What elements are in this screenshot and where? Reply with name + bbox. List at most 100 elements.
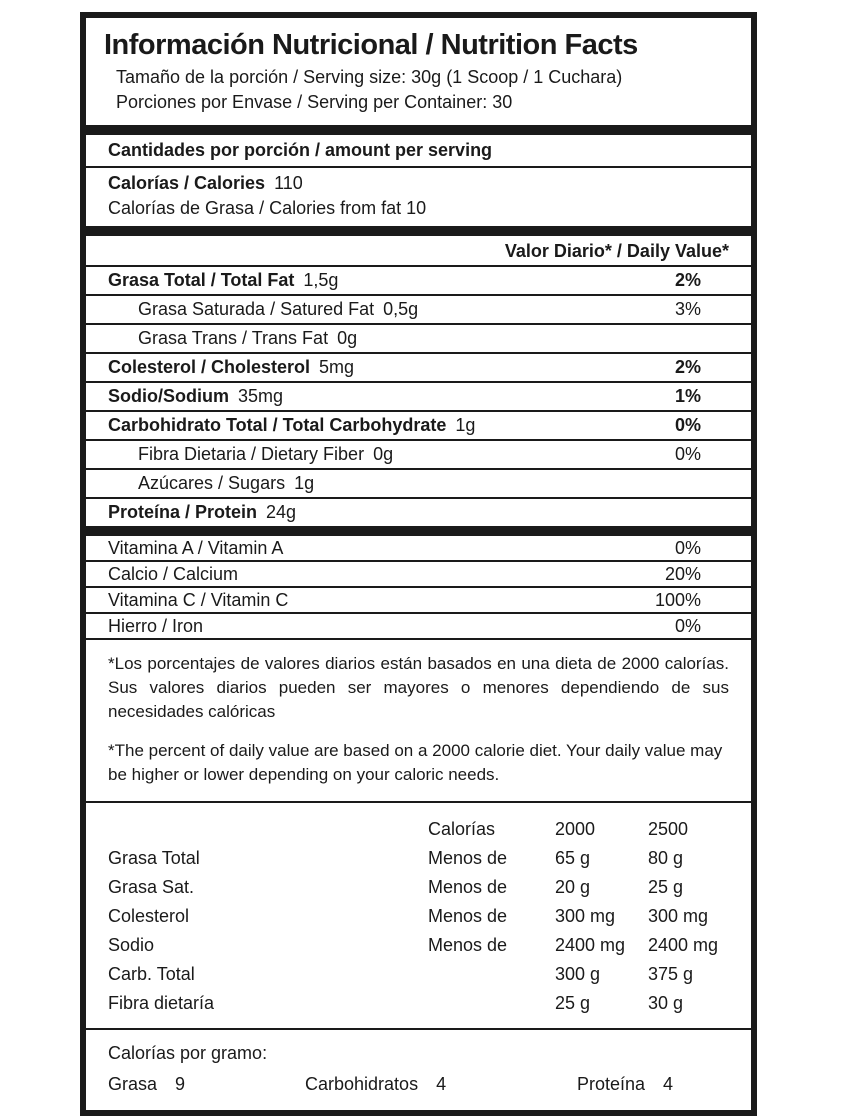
reference-cell: Sodio bbox=[108, 935, 155, 955]
reference-header-cell bbox=[108, 815, 428, 844]
nutrition-facts-label: Información Nutricional / Nutrition Fact… bbox=[80, 12, 757, 1116]
nutrient-row-cholesterol: Colesterol / Cholesterol 5mg 2% bbox=[86, 354, 751, 383]
calories-per-gram: Calorías por gramo: Grasa 9 Carbohidratos… bbox=[86, 1030, 751, 1110]
reference-cell: Grasa Total bbox=[108, 848, 200, 868]
nutrient-row-total-fat: Grasa Total / Total Fat 1,5g 2% bbox=[86, 267, 751, 296]
footnotes: *Los porcentajes de valores diarios está… bbox=[86, 640, 751, 803]
reference-cell: 30 g bbox=[648, 993, 684, 1013]
cpg-value: 4 bbox=[663, 1074, 674, 1094]
calories-row: Calorías / Calories 110 bbox=[108, 171, 729, 196]
footnote-spanish: *Los porcentajes de valores diarios está… bbox=[108, 654, 729, 721]
vitamin-row-calcium: Calcio / Calcium 20% bbox=[86, 562, 751, 588]
nutrient-amount: 24g bbox=[266, 502, 297, 522]
vitamin-label: Vitamina C / Vitamin C bbox=[108, 590, 289, 610]
vitamin-label: Vitamina A / Vitamin A bbox=[108, 538, 284, 558]
reference-header-cell: 2000 bbox=[555, 819, 596, 839]
amount-per-serving-row: Cantidades por porción / amount per serv… bbox=[86, 135, 751, 168]
reference-cell: Menos de bbox=[428, 877, 508, 897]
amount-per-serving-label: Cantidades por porción / amount per serv… bbox=[108, 140, 493, 160]
nutrient-amount: 1g bbox=[455, 415, 476, 435]
reference-cell: 2400 mg bbox=[555, 935, 626, 955]
nutrient-row-dietary-fiber: Fibra Dietaria / Dietary Fiber 0g 0% bbox=[86, 441, 751, 470]
nutrient-daily-value: 3% bbox=[674, 299, 701, 319]
vitamin-row-iron: Hierro / Iron 0% bbox=[86, 614, 751, 640]
vitamin-daily-value: 20% bbox=[664, 564, 701, 584]
reference-cell: Menos de bbox=[428, 935, 508, 955]
reference-cell: 300 mg bbox=[648, 906, 709, 926]
reference-cell: 25 g bbox=[648, 877, 684, 897]
calories-per-gram-title: Calorías por gramo: bbox=[108, 1043, 268, 1063]
vitamin-row-vitamin-c: Vitamina C / Vitamin C 100% bbox=[86, 588, 751, 614]
reference-cell: Fibra dietaría bbox=[108, 993, 215, 1013]
label-header: Información Nutricional / Nutrition Fact… bbox=[86, 18, 751, 125]
reference-cell: 80 g bbox=[648, 848, 684, 868]
cpg-value: 4 bbox=[436, 1074, 447, 1094]
nutrient-row-total-carbohydrate: Carbohidrato Total / Total Carbohydrate 1… bbox=[86, 412, 751, 441]
nutrient-row-saturated-fat: Grasa Saturada / Satured Fat 0,5g 3% bbox=[86, 296, 751, 325]
nutrient-amount: 35mg bbox=[238, 386, 284, 406]
reference-cell: 65 g bbox=[555, 848, 591, 868]
reference-row-total-carb: Carb. Total 300 g 375 g bbox=[108, 960, 729, 989]
calories-from-fat-row: Calorías de Grasa / Calories from fat 10 bbox=[108, 198, 427, 218]
cpg-item-fat: Grasa 9 bbox=[108, 1072, 305, 1096]
nutrient-row-sodium: Sodio/Sodium 35mg 1% bbox=[86, 383, 751, 412]
cpg-value: 9 bbox=[175, 1074, 186, 1094]
cpg-label: Proteína bbox=[577, 1074, 646, 1094]
reference-cell bbox=[428, 960, 555, 989]
reference-row-cholesterol: Colesterol Menos de 300 mg 300 mg bbox=[108, 902, 729, 931]
reference-cell: 300 mg bbox=[555, 906, 616, 926]
cpg-item-carbs: Carbohidratos 4 bbox=[305, 1072, 577, 1096]
reference-cell: Colesterol bbox=[108, 906, 190, 926]
nutrient-label: Grasa Total / Total Fat bbox=[108, 270, 295, 290]
reference-cell: Carb. Total bbox=[108, 964, 195, 984]
calories-label: Calorías / Calories bbox=[108, 173, 266, 193]
nutrient-amount: 0,5g bbox=[383, 299, 419, 319]
footnote-english: *The percent of daily value are based on… bbox=[108, 741, 723, 784]
nutrient-amount: 1,5g bbox=[303, 270, 339, 290]
nutrient-daily-value: 0% bbox=[674, 415, 701, 435]
vitamin-label: Hierro / Iron bbox=[108, 616, 204, 636]
nutrient-daily-value: 2% bbox=[674, 357, 701, 377]
reference-cell: Menos de bbox=[428, 848, 508, 868]
nutrient-label: Proteína / Protein bbox=[108, 502, 258, 522]
nutrient-label: Colesterol / Cholesterol bbox=[108, 357, 311, 377]
nutrient-daily-value: 0% bbox=[674, 444, 701, 464]
vitamin-daily-value: 0% bbox=[674, 538, 701, 558]
nutrient-label: Fibra Dietaria / Dietary Fiber bbox=[138, 444, 365, 464]
cpg-item-protein: Proteína 4 bbox=[577, 1072, 729, 1096]
cpg-label: Grasa bbox=[108, 1074, 158, 1094]
reference-header-cell: Calorías bbox=[428, 819, 496, 839]
label-title: Información Nutricional / Nutrition Fact… bbox=[104, 29, 638, 61]
thick-divider bbox=[86, 226, 751, 236]
nutrient-label: Carbohidrato Total / Total Carbohydrate bbox=[108, 415, 447, 435]
calories-per-gram-items: Grasa 9 Carbohidratos 4 Proteína 4 bbox=[108, 1072, 729, 1096]
reference-cell: 20 g bbox=[555, 877, 591, 897]
nutrient-amount: 1g bbox=[294, 473, 315, 493]
nutrient-label: Sodio/Sodium bbox=[108, 386, 229, 406]
reference-header-row: Calorías 2000 2500 bbox=[108, 815, 729, 844]
nutrient-amount: 5mg bbox=[319, 357, 355, 377]
reference-header-cell: 2500 bbox=[648, 819, 689, 839]
daily-reference-table: Calorías 2000 2500 Grasa Total Menos de … bbox=[86, 803, 751, 1030]
daily-value-header: Valor Diario* / Daily Value* bbox=[504, 241, 729, 261]
reference-cell: 25 g bbox=[555, 993, 591, 1013]
vitamin-label: Calcio / Calcium bbox=[108, 564, 239, 584]
calories-block: Calorías / Calories 110 Calorías de Grasa… bbox=[86, 168, 751, 226]
daily-value-header-row: Valor Diario* / Daily Value* bbox=[86, 236, 751, 267]
thick-divider bbox=[86, 526, 751, 536]
nutrient-row-protein: Proteína / Protein 24g bbox=[86, 499, 751, 526]
serving-size: Tamaño de la porción / Serving size: 30g… bbox=[116, 67, 623, 87]
nutrient-daily-value: 2% bbox=[674, 270, 701, 290]
nutrient-row-sugars: Azúcares / Sugars 1g bbox=[86, 470, 751, 499]
thick-divider bbox=[86, 125, 751, 135]
reference-cell: Grasa Sat. bbox=[108, 877, 195, 897]
calories-value: 110 bbox=[274, 173, 303, 193]
reference-cell: 2400 mg bbox=[648, 935, 719, 955]
nutrient-row-trans-fat: Grasa Trans / Trans Fat 0g bbox=[86, 325, 751, 354]
nutrient-label: Azúcares / Sugars bbox=[138, 473, 286, 493]
vitamin-row-vitamin-a: Vitamina A / Vitamin A 0% bbox=[86, 536, 751, 562]
nutrient-amount: 0g bbox=[373, 444, 394, 464]
nutrient-daily-value: 1% bbox=[674, 386, 701, 406]
reference-cell: Menos de bbox=[428, 906, 508, 926]
nutrient-label: Grasa Saturada / Satured Fat bbox=[138, 299, 375, 319]
